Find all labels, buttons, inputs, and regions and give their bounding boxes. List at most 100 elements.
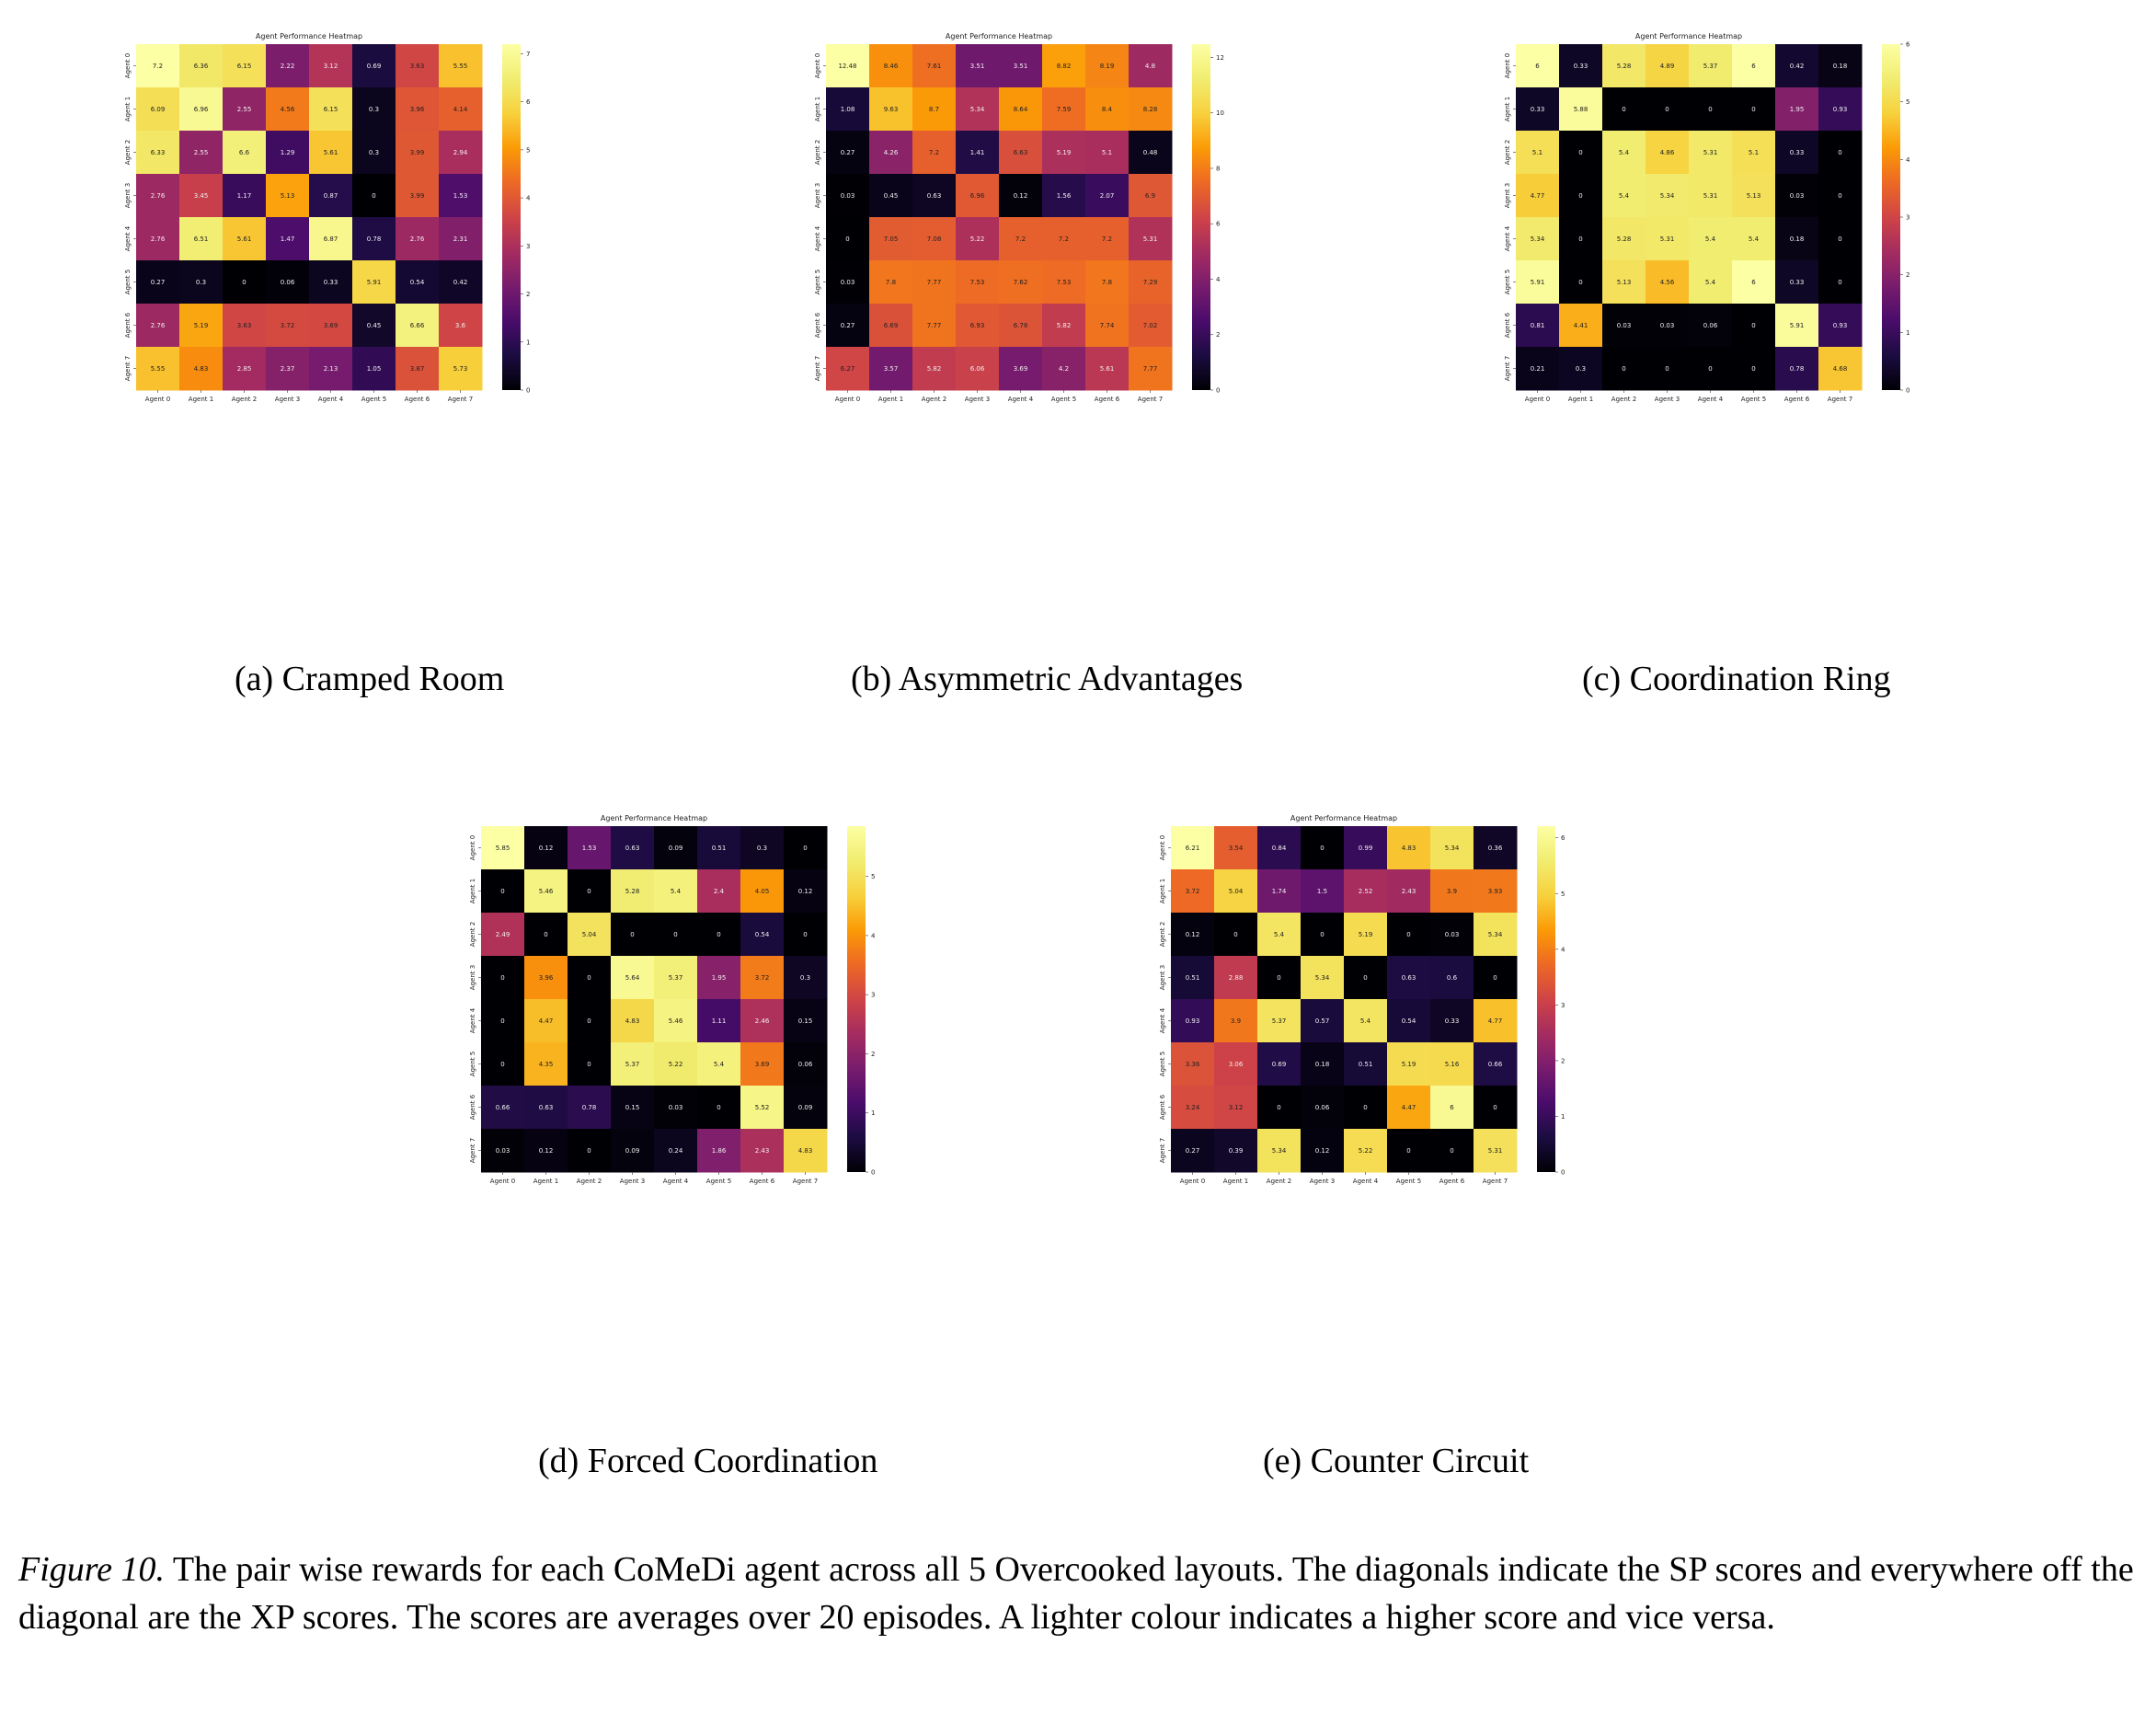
cell-value-label: 0.84 [1272,845,1287,852]
heatmap-cell [1689,131,1733,175]
heatmap-cell [1602,44,1646,88]
heatmap-cell [697,913,741,957]
cell-value-label: 7.2 [153,63,163,70]
heatmap-title: Agent Performance Heatmap [601,814,707,822]
heatmap-panel-d: Agent Performance Heatmap 5.85 0.12 1.53 0.6… [455,810,970,1371]
cell-value-label: 0.93 [1833,106,1848,113]
y-tick-label: Agent 0 [124,53,132,78]
heatmap-cell [1387,1086,1431,1130]
cell-value-label: 0.27 [841,322,855,329]
cell-value-label: 7.29 [1143,279,1158,286]
heatmap-cell [1559,304,1603,348]
x-tick-label: Agent 0 [835,396,860,403]
cell-value-label: 5.19 [194,322,209,329]
cell-value-label: 0.27 [841,149,855,156]
cell-value-label: 0 [803,845,807,852]
cell-value-label: 0 [1320,845,1324,852]
heatmap-cell [1129,131,1173,175]
heatmap-cell [1646,87,1690,132]
heatmap-cell [223,131,267,175]
cell-value-label: 0.51 [712,845,727,852]
colorbar-tick-label: 3 [526,243,530,250]
x-tick-label: Agent 6 [405,396,430,403]
heatmap-cell [740,826,785,870]
heatmap-cell [611,956,655,1000]
heatmap-cell [654,869,698,914]
heatmap-cell [266,347,310,391]
heatmap-cell [999,87,1043,132]
heatmap-chart-d: Agent Performance Heatmap 5.85 0.12 1.53 0.6… [469,814,876,1185]
cell-value-label: 3.72 [1186,888,1200,895]
cell-value-label: 7.77 [1143,365,1158,373]
cell-value-label: 0 [1665,106,1669,113]
cell-value-label: 0.3 [196,279,206,286]
cell-value-label: 0 [1363,1104,1367,1111]
cell-value-label: 0.54 [1402,1017,1416,1025]
heatmap-cell [1344,913,1388,957]
cell-value-label: 5.91 [1790,322,1805,329]
cell-value-label: 1.74 [1272,888,1287,895]
heatmap-cell [1689,174,1733,218]
cell-value-label: 2.52 [1359,888,1373,895]
heatmap-cell [956,260,1000,305]
y-tick-label: Agent 3 [469,965,476,990]
cell-value-label: 0.63 [927,192,942,200]
heatmap-cell [524,956,568,1000]
y-tick-label: Agent 4 [1504,225,1511,251]
heatmap-cell [1559,217,1603,261]
heatmap-cell [1085,44,1130,88]
cell-value-label: 5.1 [1749,149,1759,156]
heatmap-cell [524,869,568,914]
cell-value-label: 3.6 [455,322,466,329]
cell-value-label: 5.34 [1488,931,1503,938]
cell-value-label: 5.13 [1617,279,1632,286]
x-tick-label: Agent 4 [663,1178,689,1185]
heatmap-cell [223,87,267,132]
x-tick-label: Agent 3 [1310,1178,1335,1185]
cell-value-label: 0.18 [1790,236,1805,243]
cell-value-label: 6.51 [194,236,209,243]
heatmap-cell [1171,869,1215,914]
heatmap-cell [1516,347,1560,391]
heatmap-cell [1214,826,1258,870]
cell-value-label: 6.96 [970,192,985,200]
cell-value-label: 6.66 [410,322,425,329]
colorbar-tick-label: 5 [1906,98,1909,106]
cell-value-label: 5.22 [1359,1147,1373,1155]
cell-value-label: 6.96 [194,106,209,113]
colorbar-tick-label: 10 [1216,109,1224,117]
heatmap-cell [1301,869,1345,914]
heatmap-cell [611,999,655,1043]
cell-value-label: 4.47 [539,1017,554,1025]
heatmap-cell [912,131,957,175]
heatmap-cell [1042,44,1086,88]
cell-value-label: 1.86 [712,1147,727,1155]
heatmap-cell [956,174,1000,218]
heatmap-cell [1301,913,1345,957]
x-tick-label: Agent 3 [1655,396,1680,403]
heatmap-cell [1344,869,1388,914]
cell-value-label: 5.4 [1619,192,1630,200]
cell-value-label: 0 [673,931,677,938]
cell-value-label: 0.03 [841,279,855,286]
heatmap-panel-e: Agent Performance Heatmap 6.21 3.54 0.84 0 0.… [1145,810,1660,1371]
heatmap-cell [1818,304,1863,348]
heatmap-cell [1214,1086,1258,1130]
cell-value-label: 0.03 [841,192,855,200]
cell-value-label: 0.33 [1790,149,1805,156]
heatmap-cell [1042,87,1086,132]
heatmap-cell [1516,131,1560,175]
cell-value-label: 3.69 [1014,365,1028,373]
cell-value-label: 6.36 [194,63,209,70]
heatmap-cell [654,999,698,1043]
heatmap-cell [826,87,870,132]
cell-value-label: 0.12 [1014,192,1028,200]
heatmap-cell [1602,217,1646,261]
colorbar-tick-label: 12 [1216,54,1224,62]
cell-value-label: 6.69 [884,322,899,329]
y-tick-label: Agent 1 [1159,879,1166,903]
y-tick-label: Agent 0 [814,53,821,78]
cell-value-label: 0 [500,1061,504,1068]
y-tick-label: Agent 3 [124,183,132,208]
cell-value-label: 0.51 [1359,1061,1373,1068]
